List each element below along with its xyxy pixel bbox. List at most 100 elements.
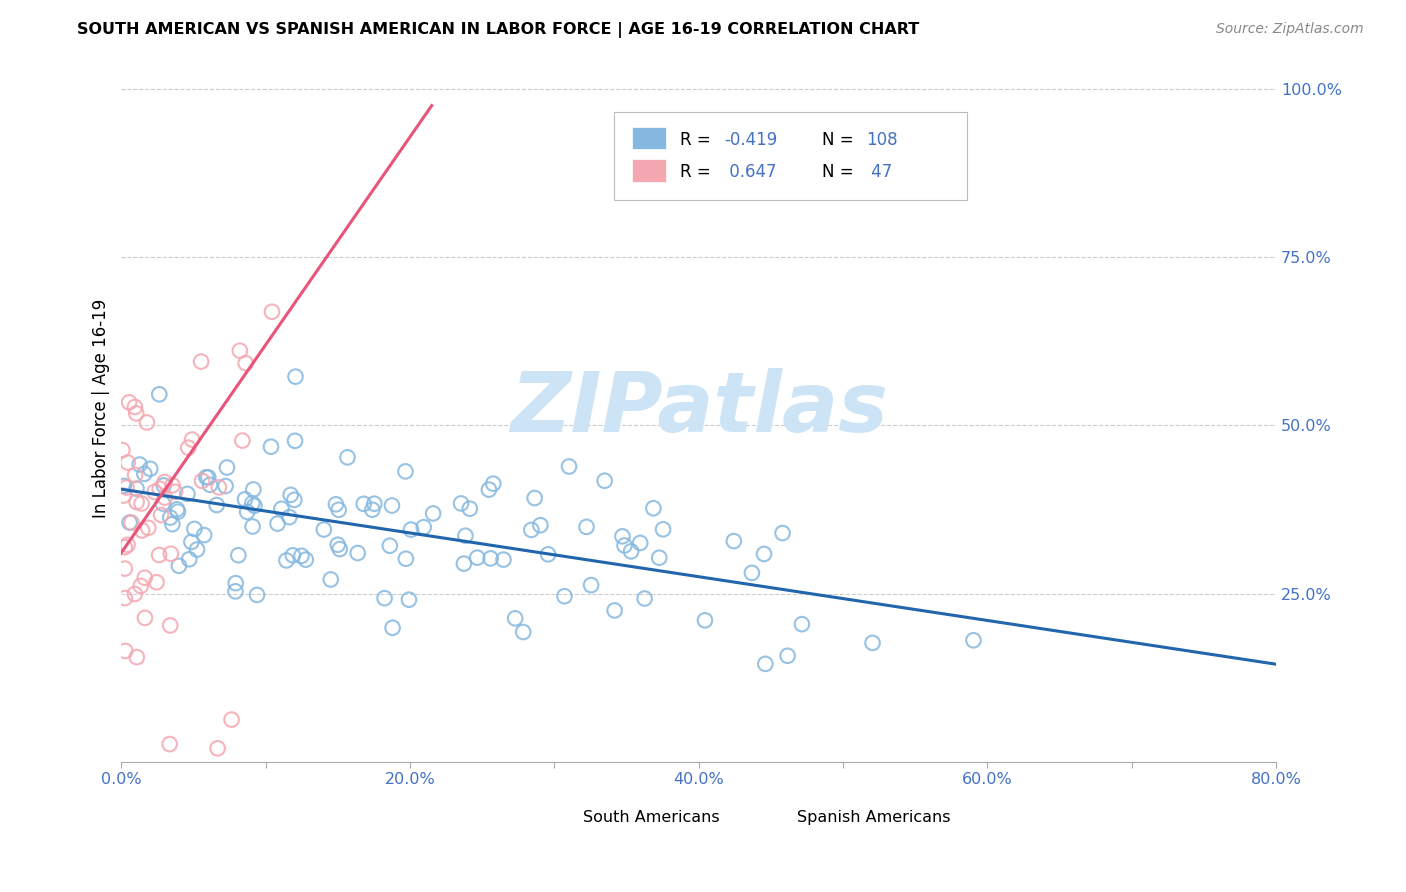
Point — [270, 501, 292, 516]
Point — [159, 737, 181, 751]
Point — [148, 387, 170, 401]
Text: 0.647: 0.647 — [724, 163, 776, 181]
Point — [115, 481, 138, 495]
Point — [394, 464, 416, 478]
Point — [181, 433, 204, 447]
Point — [207, 741, 229, 756]
Point — [328, 503, 350, 517]
Point — [153, 491, 176, 505]
Point — [125, 650, 148, 665]
Point — [134, 467, 156, 481]
Point — [290, 549, 312, 563]
Point — [246, 588, 269, 602]
Point — [128, 458, 150, 472]
Point — [111, 443, 134, 458]
Point — [643, 501, 665, 516]
Point — [225, 576, 247, 591]
Point — [243, 499, 266, 513]
Point — [134, 571, 156, 585]
Point — [125, 495, 148, 509]
Point — [378, 539, 401, 553]
Point — [180, 535, 202, 549]
Point — [553, 589, 575, 603]
Point — [236, 505, 259, 519]
Point — [278, 510, 301, 524]
Text: 47: 47 — [866, 163, 893, 181]
Point — [453, 557, 475, 571]
Point — [112, 489, 135, 503]
Point — [284, 434, 307, 448]
Point — [353, 497, 375, 511]
Point — [529, 518, 551, 533]
Point — [167, 558, 190, 573]
Point — [613, 539, 636, 553]
Point — [125, 482, 148, 496]
Point — [603, 603, 626, 617]
Point — [162, 478, 184, 492]
Point — [191, 474, 214, 488]
Point — [465, 550, 488, 565]
Point — [537, 547, 560, 561]
Point — [214, 479, 236, 493]
Point — [280, 488, 302, 502]
Point — [723, 534, 745, 549]
Point — [131, 496, 153, 510]
Point — [363, 497, 385, 511]
Point — [558, 459, 581, 474]
Bar — [631, 127, 666, 149]
Point — [177, 441, 200, 455]
Point — [422, 507, 444, 521]
Point — [492, 552, 515, 566]
Point — [242, 483, 264, 497]
Point — [752, 547, 775, 561]
Point — [361, 502, 384, 516]
Point — [136, 521, 159, 535]
Bar — [548, 794, 576, 814]
Point — [741, 566, 763, 580]
Point — [284, 369, 307, 384]
Point — [612, 529, 634, 543]
Point — [276, 553, 298, 567]
Point — [231, 434, 253, 448]
Point — [152, 478, 174, 492]
Point — [152, 496, 174, 510]
Point — [208, 480, 231, 494]
Point — [125, 406, 148, 420]
Point — [117, 456, 139, 470]
Point — [346, 546, 368, 560]
Point — [229, 343, 252, 358]
Point — [482, 476, 505, 491]
Point — [648, 550, 671, 565]
Point — [197, 470, 219, 484]
Point — [336, 450, 359, 465]
Point — [520, 523, 543, 537]
Point — [512, 625, 534, 640]
Point — [118, 395, 141, 409]
Text: R =: R = — [681, 163, 716, 181]
Point — [149, 482, 172, 496]
Point — [266, 516, 288, 531]
Point — [159, 510, 181, 524]
Point — [162, 517, 184, 532]
Bar — [631, 159, 666, 182]
Text: Spanish Americans: Spanish Americans — [797, 810, 950, 825]
Point — [139, 462, 162, 476]
Point — [633, 591, 655, 606]
Point — [450, 496, 472, 510]
Point — [395, 551, 418, 566]
Point — [153, 475, 176, 489]
Point — [150, 508, 173, 522]
Point — [312, 523, 335, 537]
Point — [283, 492, 305, 507]
Point — [326, 538, 349, 552]
Point — [790, 617, 813, 632]
Point — [186, 542, 208, 557]
Text: ZIPatlas: ZIPatlas — [510, 368, 887, 449]
Point — [628, 536, 651, 550]
Point — [962, 633, 984, 648]
Text: N =: N = — [823, 131, 859, 149]
Point — [124, 467, 146, 482]
Point — [129, 579, 152, 593]
Point — [242, 519, 264, 533]
Point — [399, 523, 422, 537]
